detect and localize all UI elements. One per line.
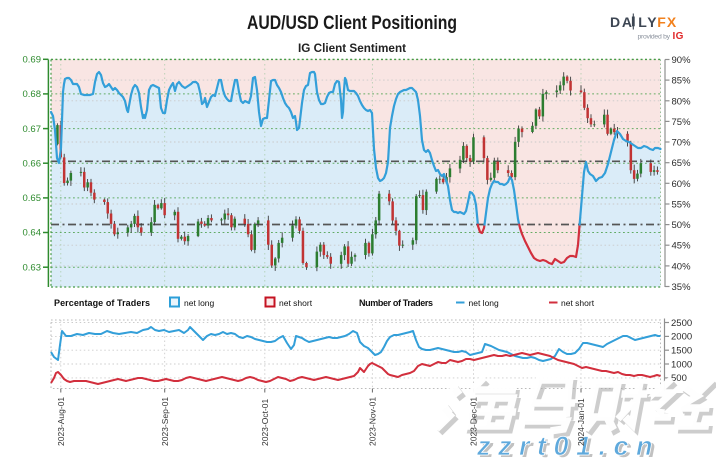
svg-text:0.68: 0.68	[23, 89, 42, 100]
svg-text:65%: 65%	[672, 158, 692, 169]
svg-text:500: 500	[671, 373, 687, 384]
svg-text:IG Client Sentiment: IG Client Sentiment	[298, 41, 406, 55]
svg-text:80%: 80%	[672, 96, 692, 107]
svg-text:1500: 1500	[671, 346, 692, 357]
svg-text:60%: 60%	[672, 179, 692, 190]
svg-text:2023-Dec-01: 2023-Dec-01	[469, 397, 479, 446]
svg-text:0.63: 0.63	[23, 262, 42, 273]
svg-text:2024-Jan-01: 2024-Jan-01	[576, 398, 586, 446]
svg-text:85%: 85%	[672, 76, 692, 87]
svg-text:0.65: 0.65	[23, 193, 42, 204]
svg-text:0.67: 0.67	[23, 124, 42, 135]
svg-text:AUD/USD Client Positioning: AUD/USD Client Positioning	[247, 13, 457, 34]
svg-text:55%: 55%	[672, 200, 692, 211]
svg-text:net short: net short	[561, 298, 595, 308]
svg-text:2023-Oct-01: 2023-Oct-01	[260, 398, 270, 446]
svg-text:LY: LY	[638, 14, 658, 30]
svg-text:FX: FX	[657, 14, 677, 30]
svg-text:90%: 90%	[672, 55, 692, 66]
svg-text:0.69: 0.69	[23, 55, 42, 66]
svg-text:net long: net long	[184, 298, 215, 308]
svg-text:DA: DA	[610, 14, 634, 30]
svg-text:50%: 50%	[672, 220, 692, 231]
svg-text:IG: IG	[673, 31, 684, 42]
svg-text:Percentage of Traders: Percentage of Traders	[54, 298, 150, 308]
svg-text:2500: 2500	[671, 318, 692, 329]
svg-text:net long: net long	[469, 298, 500, 308]
svg-text:zzrt01.cn: zzrt01.cn	[476, 431, 660, 461]
svg-text:75%: 75%	[672, 117, 692, 128]
svg-text:2023-Nov-01: 2023-Nov-01	[368, 397, 378, 446]
svg-text:0.64: 0.64	[23, 228, 42, 239]
svg-text:zzrt01.cn: zzrt01.cn	[479, 433, 663, 463]
svg-text:provided by: provided by	[638, 34, 671, 41]
svg-text:45%: 45%	[672, 241, 692, 252]
svg-text:net short: net short	[279, 298, 313, 308]
svg-text:0.66: 0.66	[23, 158, 42, 169]
svg-text:2023-Sep-01: 2023-Sep-01	[160, 397, 170, 446]
svg-text:70%: 70%	[672, 138, 692, 149]
svg-text:1000: 1000	[671, 359, 692, 370]
svg-text:2023-Aug-01: 2023-Aug-01	[56, 397, 66, 446]
svg-text:40%: 40%	[672, 261, 692, 272]
svg-text:35%: 35%	[672, 282, 692, 293]
svg-text:2000: 2000	[671, 332, 692, 343]
svg-text:Number of Traders: Number of Traders	[359, 298, 433, 308]
